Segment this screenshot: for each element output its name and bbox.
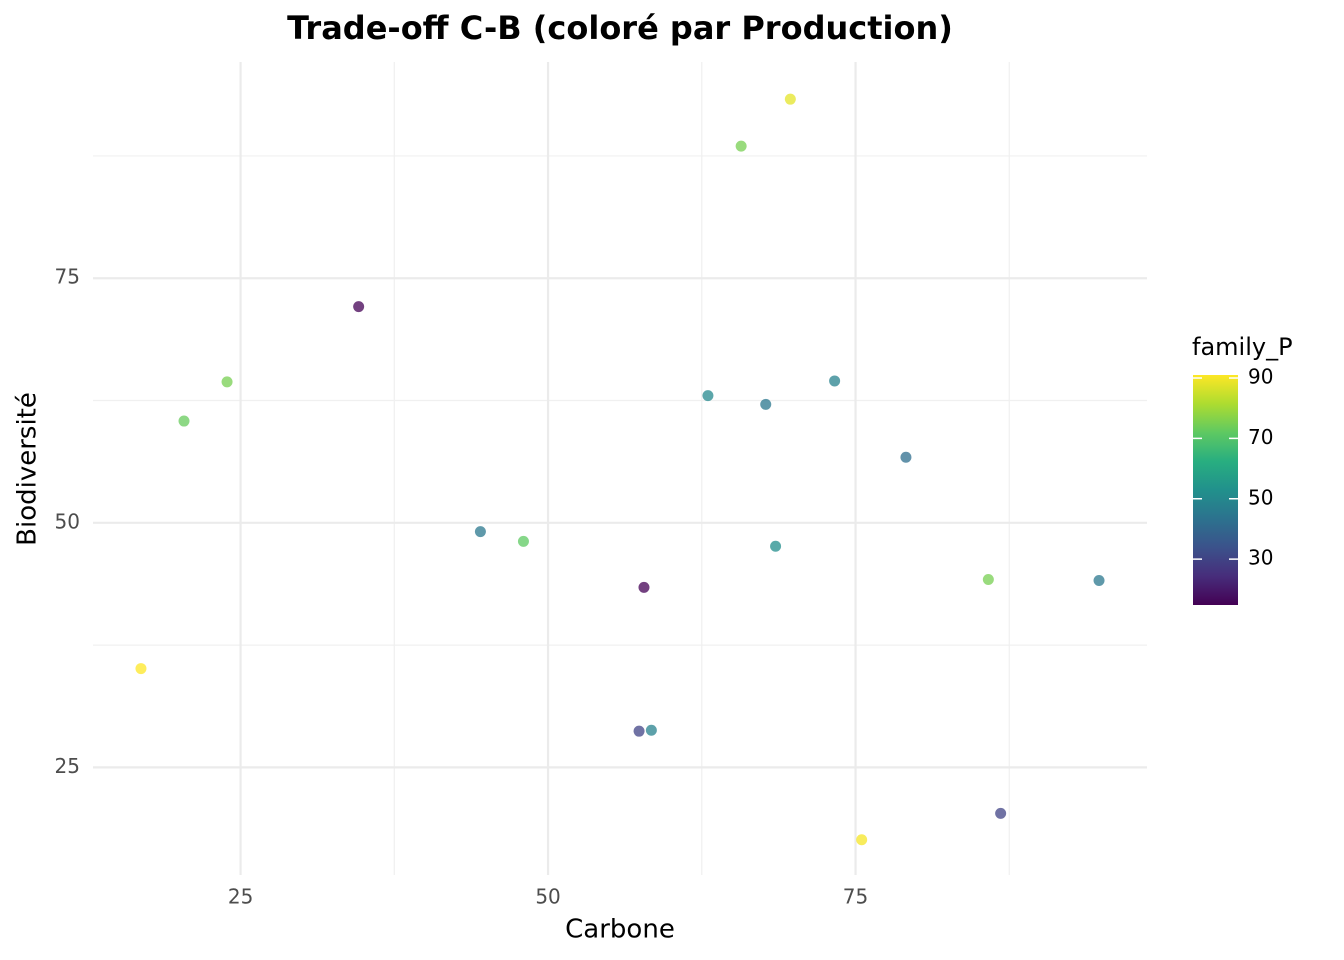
colorbar-tick-label: 30	[1248, 546, 1273, 570]
colorbar-tick-label: 90	[1248, 365, 1273, 389]
point	[517, 535, 529, 547]
x-tick-label: 25	[228, 885, 253, 909]
y-tick-label: 25	[55, 754, 80, 778]
point	[135, 663, 147, 675]
point	[900, 451, 912, 463]
point	[702, 390, 714, 402]
point	[1093, 575, 1105, 587]
point	[645, 724, 657, 736]
chart-title: Trade-off C-B (coloré par Production)	[287, 9, 953, 47]
point	[760, 398, 772, 410]
point	[995, 807, 1007, 819]
point	[221, 376, 233, 388]
x-tick-label: 75	[843, 885, 868, 909]
point	[735, 140, 747, 152]
point	[982, 574, 994, 586]
y-tick-label: 50	[55, 509, 80, 533]
colorbar-tick-label: 70	[1248, 425, 1273, 449]
y-tick-label: 75	[55, 265, 80, 289]
point	[353, 301, 365, 313]
y-axis-label: Biodiversité	[13, 392, 43, 546]
point	[784, 93, 796, 105]
point	[856, 834, 868, 846]
colorbar	[1193, 375, 1238, 605]
point	[770, 540, 782, 552]
point	[638, 581, 650, 593]
point	[474, 526, 486, 538]
point	[178, 415, 190, 427]
legend-title: family_P	[1192, 333, 1293, 361]
point	[633, 725, 645, 737]
colorbar-tick-label: 50	[1248, 485, 1273, 509]
point	[829, 375, 841, 387]
x-tick-label: 50	[535, 885, 560, 909]
x-axis-label: Carbone	[565, 915, 675, 945]
